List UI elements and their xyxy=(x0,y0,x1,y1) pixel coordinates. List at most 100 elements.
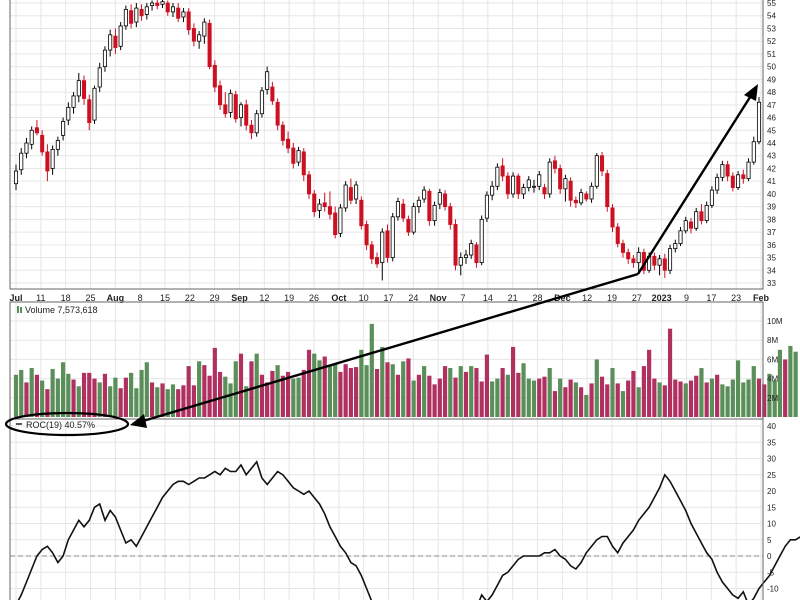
volume-legend: Volume 7,573,618 xyxy=(17,305,98,315)
candle-up xyxy=(144,6,149,15)
volume-bar-down xyxy=(667,328,673,417)
candle-down xyxy=(453,224,458,266)
date-tick-label: 27 xyxy=(632,293,642,303)
candle-down xyxy=(218,85,223,106)
volume-bar-up xyxy=(746,379,751,417)
date-tick-label: Aug xyxy=(107,293,125,303)
volume-bar-down xyxy=(662,385,667,417)
candle-down xyxy=(688,221,694,229)
candle-up xyxy=(432,204,437,222)
volume-bar-up xyxy=(793,351,798,417)
candle-up xyxy=(338,207,343,234)
roc-tick-label: -5 xyxy=(767,568,775,577)
candle-down xyxy=(542,187,547,195)
candle-down xyxy=(443,193,448,208)
price-tick-label: 39 xyxy=(767,203,776,212)
volume-bar-up xyxy=(390,364,395,417)
volume-bar-up xyxy=(333,364,338,417)
volume-bar-up xyxy=(254,353,259,417)
candle-down xyxy=(286,138,291,149)
volume-bar-up xyxy=(134,388,139,417)
date-tick-label: 25 xyxy=(85,293,95,303)
candle-up xyxy=(756,101,762,143)
volume-bar-up xyxy=(359,349,364,417)
date-tick-label: Nov xyxy=(430,293,447,303)
candle-down xyxy=(369,244,374,260)
volume-bar-down xyxy=(437,378,442,417)
candle-up xyxy=(13,170,19,185)
candle-up xyxy=(636,252,641,264)
candle-up xyxy=(150,2,155,6)
candle-up xyxy=(92,87,97,121)
candle-down xyxy=(275,101,280,126)
volume-bar-up xyxy=(113,377,118,417)
volume-bar-down xyxy=(354,367,359,417)
volume-bar-down xyxy=(92,378,97,417)
candle-up xyxy=(469,243,474,256)
candle-down xyxy=(233,94,238,120)
volume-bar-down xyxy=(678,381,683,417)
volume-bar-down xyxy=(102,373,108,417)
candle-down xyxy=(730,175,735,188)
date-tick-label: 28 xyxy=(532,293,542,303)
candle-up xyxy=(657,258,662,266)
volume-bar-up xyxy=(788,345,793,417)
volume-bar-down xyxy=(322,356,327,417)
candle-up xyxy=(746,161,751,180)
volume-bar-down xyxy=(160,383,165,417)
roc-legend: ROC(19) 40.57% xyxy=(4,411,130,437)
candle-down xyxy=(312,193,317,213)
candle-up xyxy=(589,185,594,200)
price-tick-label: 48 xyxy=(767,88,776,97)
candle-up xyxy=(511,175,516,195)
candle-down xyxy=(662,258,667,271)
candle-up xyxy=(380,231,385,264)
volume-bar-down xyxy=(704,382,709,417)
roc-tick-label: 35 xyxy=(767,438,776,447)
volume-legend-swatch-2 xyxy=(20,307,22,313)
roc-tick-label: 0 xyxy=(767,552,772,561)
volume-bar-up xyxy=(29,368,34,417)
volume-bar-up xyxy=(526,378,531,417)
candle-up xyxy=(531,185,537,188)
candle-up xyxy=(594,155,599,187)
volume-bar-up xyxy=(55,378,60,417)
candle-down xyxy=(45,151,50,172)
candle-up xyxy=(97,67,102,88)
candle-down xyxy=(631,258,636,264)
volume-bar-down xyxy=(374,369,380,417)
candle-down xyxy=(34,127,39,134)
volume-bar-down xyxy=(568,379,573,417)
volume-bar-up xyxy=(469,366,474,417)
date-tick-label: 7 xyxy=(460,293,465,303)
price-candles xyxy=(13,0,762,281)
pointer-arrow-line xyxy=(142,272,639,423)
candle-down xyxy=(558,168,563,190)
volume-bar-down xyxy=(406,358,411,417)
volume-tick-label: 4M xyxy=(767,375,778,384)
trend-arrow-head xyxy=(744,84,758,101)
volume-bar-down xyxy=(479,381,484,417)
volume-bar-up xyxy=(573,382,578,417)
price-tick-label: 46 xyxy=(767,114,776,123)
price-tick-label: 42 xyxy=(767,164,776,173)
candle-down xyxy=(191,28,196,42)
candle-down xyxy=(584,193,589,200)
date-tick-label: 10 xyxy=(359,293,369,303)
date-tick-label: 29 xyxy=(210,293,220,303)
volume-bar-up xyxy=(777,349,783,417)
candle-down xyxy=(40,134,45,153)
volume-bar-down xyxy=(270,370,275,417)
volume-bar-down xyxy=(191,385,196,417)
candle-down xyxy=(364,224,369,246)
candle-down xyxy=(81,80,87,99)
candle-down xyxy=(725,164,730,177)
candle-up xyxy=(709,189,714,206)
volume-bar-up xyxy=(521,363,526,417)
roc-tick-label: 25 xyxy=(767,471,776,480)
date-tick-label: 9 xyxy=(684,293,689,303)
volume-bar-down xyxy=(149,382,155,417)
candle-up xyxy=(181,11,186,18)
candle-down xyxy=(401,203,406,219)
volume-bar-down xyxy=(694,375,699,417)
